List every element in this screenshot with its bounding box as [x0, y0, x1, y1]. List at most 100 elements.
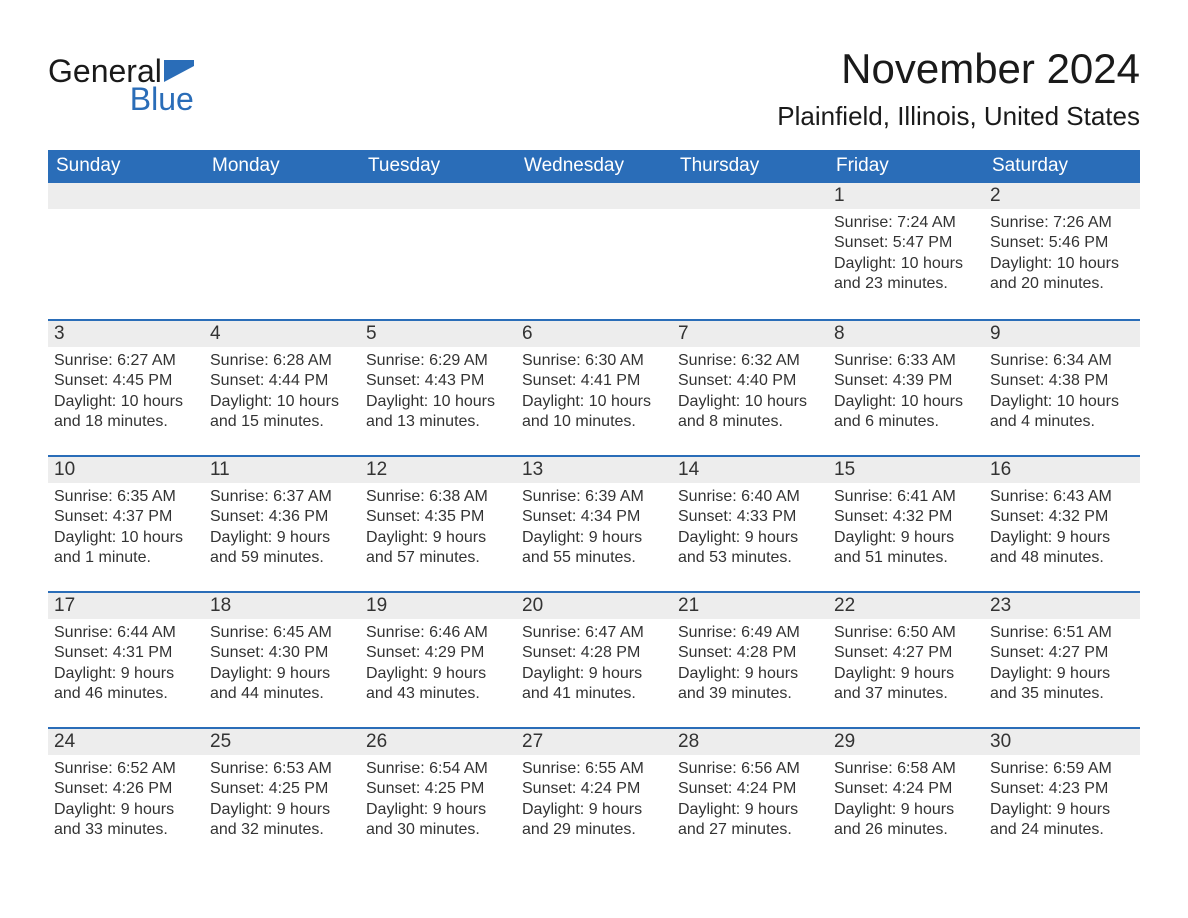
- day-number-empty: [48, 183, 204, 209]
- daylight-line-1: Daylight: 9 hours: [834, 528, 978, 548]
- calendar-day-cell: 16Sunrise: 6:43 AMSunset: 4:32 PMDayligh…: [984, 455, 1140, 591]
- sunset-line: Sunset: 4:44 PM: [210, 371, 354, 391]
- day-content: Sunrise: 6:34 AMSunset: 4:38 PMDaylight:…: [984, 347, 1140, 439]
- daylight-line-2: and 51 minutes.: [834, 548, 978, 568]
- day-content: Sunrise: 6:52 AMSunset: 4:26 PMDaylight:…: [48, 755, 204, 847]
- daylight-line-2: and 46 minutes.: [54, 684, 198, 704]
- calendar-day-cell: 24Sunrise: 6:52 AMSunset: 4:26 PMDayligh…: [48, 727, 204, 863]
- daylight-line-1: Daylight: 9 hours: [366, 528, 510, 548]
- calendar-day-cell: 27Sunrise: 6:55 AMSunset: 4:24 PMDayligh…: [516, 727, 672, 863]
- day-content: Sunrise: 6:49 AMSunset: 4:28 PMDaylight:…: [672, 619, 828, 711]
- daylight-line-1: Daylight: 10 hours: [678, 392, 822, 412]
- daylight-line-2: and 18 minutes.: [54, 412, 198, 432]
- calendar-day-cell: 13Sunrise: 6:39 AMSunset: 4:34 PMDayligh…: [516, 455, 672, 591]
- logo-text: General Blue: [48, 55, 194, 115]
- sunrise-line: Sunrise: 6:35 AM: [54, 487, 198, 507]
- sunrise-line: Sunrise: 6:51 AM: [990, 623, 1134, 643]
- daylight-line-1: Daylight: 10 hours: [990, 254, 1134, 274]
- daylight-line-1: Daylight: 9 hours: [366, 664, 510, 684]
- sunset-line: Sunset: 4:32 PM: [990, 507, 1134, 527]
- calendar-day-cell: 4Sunrise: 6:28 AMSunset: 4:44 PMDaylight…: [204, 319, 360, 455]
- day-number: 9: [984, 321, 1140, 347]
- daylight-line-2: and 55 minutes.: [522, 548, 666, 568]
- daylight-line-2: and 43 minutes.: [366, 684, 510, 704]
- day-number: 12: [360, 457, 516, 483]
- weekday-header: Monday: [204, 150, 360, 183]
- day-number: 19: [360, 593, 516, 619]
- calendar-day-cell: 9Sunrise: 6:34 AMSunset: 4:38 PMDaylight…: [984, 319, 1140, 455]
- daylight-line-1: Daylight: 9 hours: [522, 664, 666, 684]
- day-number: 23: [984, 593, 1140, 619]
- sunrise-line: Sunrise: 6:30 AM: [522, 351, 666, 371]
- daylight-line-1: Daylight: 9 hours: [990, 528, 1134, 548]
- sunset-line: Sunset: 4:43 PM: [366, 371, 510, 391]
- daylight-line-2: and 26 minutes.: [834, 820, 978, 840]
- daylight-line-2: and 10 minutes.: [522, 412, 666, 432]
- day-number: 30: [984, 729, 1140, 755]
- weekday-header: Saturday: [984, 150, 1140, 183]
- sunset-line: Sunset: 4:23 PM: [990, 779, 1134, 799]
- sunset-line: Sunset: 4:45 PM: [54, 371, 198, 391]
- sunset-line: Sunset: 5:47 PM: [834, 233, 978, 253]
- sunset-line: Sunset: 4:41 PM: [522, 371, 666, 391]
- day-content: Sunrise: 6:32 AMSunset: 4:40 PMDaylight:…: [672, 347, 828, 439]
- calendar-day-cell: 2Sunrise: 7:26 AMSunset: 5:46 PMDaylight…: [984, 183, 1140, 319]
- day-content: Sunrise: 6:55 AMSunset: 4:24 PMDaylight:…: [516, 755, 672, 847]
- day-number: 17: [48, 593, 204, 619]
- daylight-line-2: and 6 minutes.: [834, 412, 978, 432]
- sunset-line: Sunset: 4:37 PM: [54, 507, 198, 527]
- daylight-line-1: Daylight: 10 hours: [54, 392, 198, 412]
- calendar-day-cell: 29Sunrise: 6:58 AMSunset: 4:24 PMDayligh…: [828, 727, 984, 863]
- sunset-line: Sunset: 4:32 PM: [834, 507, 978, 527]
- day-content: Sunrise: 6:47 AMSunset: 4:28 PMDaylight:…: [516, 619, 672, 711]
- sunset-line: Sunset: 4:33 PM: [678, 507, 822, 527]
- sunrise-line: Sunrise: 7:24 AM: [834, 213, 978, 233]
- daylight-line-1: Daylight: 10 hours: [54, 528, 198, 548]
- daylight-line-1: Daylight: 9 hours: [990, 800, 1134, 820]
- daylight-line-1: Daylight: 10 hours: [990, 392, 1134, 412]
- day-content: Sunrise: 6:39 AMSunset: 4:34 PMDaylight:…: [516, 483, 672, 575]
- day-content: Sunrise: 6:46 AMSunset: 4:29 PMDaylight:…: [360, 619, 516, 711]
- sunrise-line: Sunrise: 6:29 AM: [366, 351, 510, 371]
- sunset-line: Sunset: 4:27 PM: [990, 643, 1134, 663]
- sunrise-line: Sunrise: 6:43 AM: [990, 487, 1134, 507]
- day-number: 8: [828, 321, 984, 347]
- daylight-line-2: and 53 minutes.: [678, 548, 822, 568]
- logo: General Blue: [48, 45, 194, 115]
- calendar-day-cell: 3Sunrise: 6:27 AMSunset: 4:45 PMDaylight…: [48, 319, 204, 455]
- day-number: 20: [516, 593, 672, 619]
- calendar-day-cell: 25Sunrise: 6:53 AMSunset: 4:25 PMDayligh…: [204, 727, 360, 863]
- calendar-day-cell: 19Sunrise: 6:46 AMSunset: 4:29 PMDayligh…: [360, 591, 516, 727]
- daylight-line-1: Daylight: 10 hours: [834, 254, 978, 274]
- sunrise-line: Sunrise: 6:56 AM: [678, 759, 822, 779]
- sunrise-line: Sunrise: 6:49 AM: [678, 623, 822, 643]
- sunset-line: Sunset: 4:25 PM: [210, 779, 354, 799]
- month-title: November 2024: [777, 45, 1140, 93]
- calendar-day-cell: 18Sunrise: 6:45 AMSunset: 4:30 PMDayligh…: [204, 591, 360, 727]
- daylight-line-2: and 20 minutes.: [990, 274, 1134, 294]
- day-number: 24: [48, 729, 204, 755]
- sunrise-line: Sunrise: 6:58 AM: [834, 759, 978, 779]
- calendar-day-cell: 28Sunrise: 6:56 AMSunset: 4:24 PMDayligh…: [672, 727, 828, 863]
- daylight-line-1: Daylight: 10 hours: [366, 392, 510, 412]
- daylight-line-1: Daylight: 10 hours: [522, 392, 666, 412]
- sunset-line: Sunset: 4:38 PM: [990, 371, 1134, 391]
- sunrise-line: Sunrise: 6:37 AM: [210, 487, 354, 507]
- day-content: Sunrise: 6:30 AMSunset: 4:41 PMDaylight:…: [516, 347, 672, 439]
- sunset-line: Sunset: 4:28 PM: [522, 643, 666, 663]
- day-content: Sunrise: 6:53 AMSunset: 4:25 PMDaylight:…: [204, 755, 360, 847]
- page-header: General Blue November 2024 Plainfield, I…: [48, 45, 1140, 132]
- day-number: 14: [672, 457, 828, 483]
- calendar-empty-cell: [516, 183, 672, 319]
- daylight-line-1: Daylight: 9 hours: [54, 664, 198, 684]
- sunrise-line: Sunrise: 6:33 AM: [834, 351, 978, 371]
- day-content: Sunrise: 6:50 AMSunset: 4:27 PMDaylight:…: [828, 619, 984, 711]
- day-number: 10: [48, 457, 204, 483]
- calendar-day-cell: 12Sunrise: 6:38 AMSunset: 4:35 PMDayligh…: [360, 455, 516, 591]
- daylight-line-2: and 33 minutes.: [54, 820, 198, 840]
- calendar-empty-cell: [48, 183, 204, 319]
- sunrise-line: Sunrise: 6:47 AM: [522, 623, 666, 643]
- sunset-line: Sunset: 4:24 PM: [834, 779, 978, 799]
- sunset-line: Sunset: 4:39 PM: [834, 371, 978, 391]
- daylight-line-2: and 15 minutes.: [210, 412, 354, 432]
